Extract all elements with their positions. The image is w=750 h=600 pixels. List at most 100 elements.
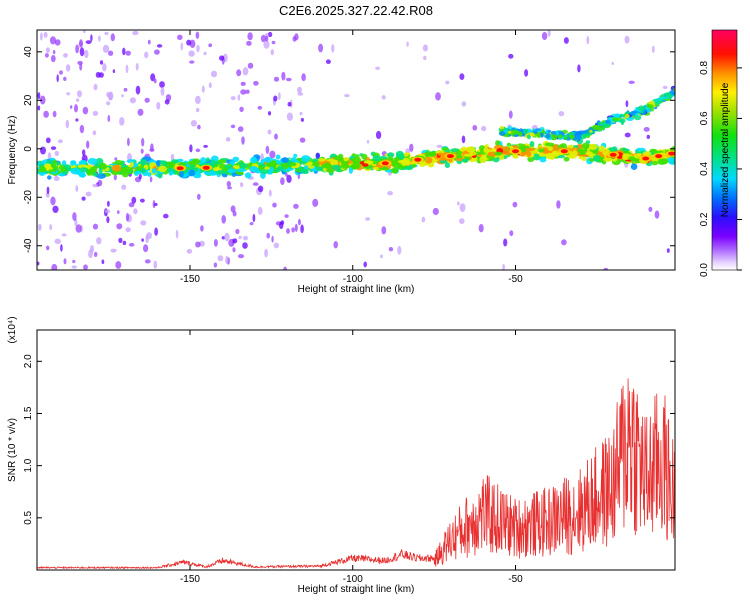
- ridge-mark: [597, 145, 606, 152]
- ridge-mark: [277, 165, 284, 171]
- ridge-mark: [389, 168, 398, 174]
- ridge-mark: [151, 168, 157, 174]
- noise-speck: [366, 139, 370, 144]
- ridge-mark: [387, 152, 395, 158]
- noise-speck: [188, 50, 195, 57]
- noise-speck: [117, 210, 120, 215]
- ridge-mark: [166, 161, 176, 168]
- noise-speck: [375, 66, 380, 70]
- ridge-mark: [178, 170, 184, 178]
- noise-speck: [60, 244, 63, 252]
- ridge-mark: [563, 156, 570, 162]
- noise-speck: [541, 32, 548, 40]
- noise-speck: [240, 89, 247, 95]
- noise-speck: [508, 110, 513, 119]
- noise-speck: [240, 81, 246, 86]
- ridge-mark: [134, 171, 139, 176]
- ridge-mark: [147, 172, 152, 177]
- noise-speck: [297, 86, 302, 94]
- ridge-mark: [306, 161, 313, 166]
- noise-speck: [132, 30, 139, 36]
- ridge-mark: [44, 163, 52, 169]
- y-tick-label: 20: [23, 94, 34, 106]
- noise-speck: [140, 198, 145, 203]
- noise-speck: [160, 87, 165, 96]
- ridge-mark: [351, 157, 362, 164]
- ridge-mark: [200, 157, 207, 165]
- noise-speck: [509, 230, 514, 237]
- noise-speck: [82, 106, 89, 115]
- snr-marks: [37, 378, 675, 570]
- noise-speck: [249, 222, 254, 226]
- noise-speck: [283, 266, 288, 270]
- ridge-peak-core: [560, 149, 568, 154]
- ridge-mark: [98, 167, 103, 175]
- ridge-mark: [219, 163, 226, 169]
- noise-speck: [643, 126, 650, 132]
- noise-speck: [625, 100, 629, 108]
- noise-speck: [45, 192, 50, 198]
- noise-speck: [156, 44, 163, 48]
- ridge-mark: [343, 157, 349, 162]
- noise-speck: [561, 239, 567, 246]
- noise-speck: [666, 248, 670, 253]
- branch-mark: [650, 107, 654, 112]
- noise-speck: [99, 60, 104, 65]
- ridge-mark: [89, 166, 96, 174]
- ridge-mark: [642, 151, 652, 157]
- colorbar-label: Normalized spectral amplitude: [720, 82, 731, 217]
- noise-speck: [110, 33, 116, 42]
- noise-speck: [271, 235, 274, 243]
- ridge-mark: [53, 165, 58, 169]
- noise-speck: [197, 193, 201, 200]
- noise-speck: [125, 64, 129, 74]
- noise-speck: [227, 186, 232, 190]
- noise-speck: [92, 223, 99, 230]
- ridge-mark: [396, 153, 401, 158]
- ridge-mark: [538, 148, 545, 153]
- colorbar-tick-label: 0.4: [699, 162, 710, 176]
- noise-speck: [252, 182, 259, 186]
- noise-speck: [128, 242, 135, 247]
- ridge-mark: [361, 153, 368, 160]
- noise-speck: [287, 101, 292, 107]
- colorbar-tick-label: 0.8: [699, 61, 710, 75]
- ridge-mark: [136, 166, 143, 171]
- noise-speck: [577, 64, 581, 73]
- ridge-mark: [158, 165, 167, 173]
- noise-speck: [63, 258, 67, 265]
- noise-speck: [118, 237, 123, 243]
- noise-speck: [121, 94, 124, 98]
- noise-speck: [75, 185, 79, 192]
- ridge-mark: [114, 160, 123, 165]
- branch-mark: [589, 129, 593, 133]
- noise-speck: [201, 85, 205, 93]
- x-tick-label: -50: [508, 574, 523, 585]
- noise-speck: [104, 209, 111, 214]
- noise-speck: [381, 226, 387, 235]
- branch-mark: [570, 131, 575, 136]
- branch-mark: [619, 114, 624, 118]
- noise-speck: [75, 44, 79, 54]
- noise-speck: [292, 36, 297, 42]
- noise-speck: [108, 50, 114, 56]
- noise-speck: [436, 144, 443, 148]
- spectrogram-panel: -150 -100 -50 -40 -20 0 20 40 Height of straigh…: [7, 29, 676, 295]
- ridge-mark: [439, 159, 448, 164]
- branch-mark: [614, 113, 621, 119]
- ridge-mark: [122, 166, 133, 173]
- branch-mark: [537, 134, 541, 139]
- spectrogram-axes: -150 -100 -50 -40 -20 0 20 40: [23, 30, 675, 285]
- noise-speck: [53, 176, 60, 181]
- noise-speck: [92, 183, 99, 188]
- noise-speck: [121, 184, 127, 190]
- ridge-mark: [495, 140, 501, 147]
- noise-speck: [57, 139, 63, 144]
- noise-speck: [238, 235, 242, 240]
- noise-speck: [149, 176, 153, 183]
- noise-speck: [144, 259, 151, 264]
- noise-speck: [122, 240, 127, 246]
- noise-speck: [37, 261, 40, 266]
- noise-speck: [312, 198, 319, 207]
- noise-speck: [175, 229, 179, 239]
